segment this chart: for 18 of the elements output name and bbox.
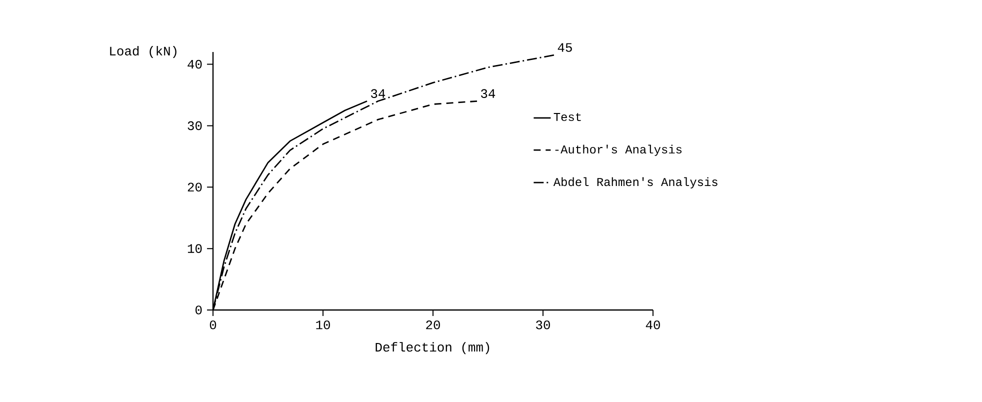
annotation: 34 xyxy=(371,89,386,98)
x-tick-label: 20 xyxy=(426,320,440,330)
annotation: 34 xyxy=(481,89,496,98)
y-tick-label: 10 xyxy=(188,244,202,253)
legend-label: Test xyxy=(554,112,581,122)
x-tick-label: 10 xyxy=(316,320,330,330)
y-tick-label: 40 xyxy=(188,60,202,69)
y-tick-label: 30 xyxy=(188,121,202,130)
x-tick-label: 30 xyxy=(536,320,550,330)
x-tick-label: 40 xyxy=(646,320,660,330)
legend-label: Abdel Rahmen's Analysis xyxy=(553,177,718,188)
y-tick-label: 20 xyxy=(188,182,202,192)
y-tick-label: 0 xyxy=(196,306,202,314)
y-axis-title: Load (kN) xyxy=(110,46,176,58)
x-tick-label: 0 xyxy=(210,320,216,330)
text: 45 xyxy=(558,43,572,52)
x-axis-title: Deflection (mm) xyxy=(376,342,490,354)
legend-label: -Author's Analysis xyxy=(555,144,682,156)
